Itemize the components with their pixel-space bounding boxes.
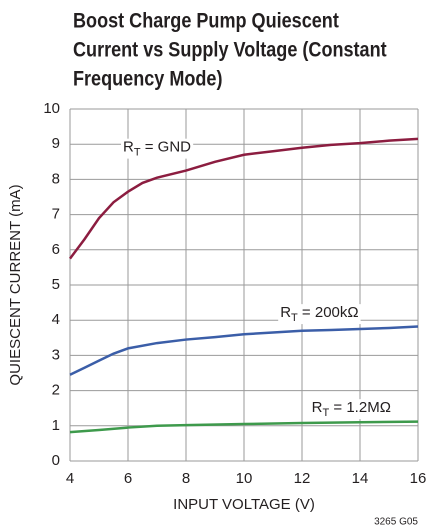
y-tick-label: 0 [52, 452, 60, 469]
y-tick-label: 6 [52, 241, 60, 258]
chart-title: Boost Charge Pump Quiescent Current vs Su… [73, 9, 387, 91]
y-tick-label: 5 [52, 276, 60, 293]
label-background [309, 399, 393, 420]
label-background [120, 138, 194, 159]
y-tick-label: 9 [52, 135, 60, 152]
figure-note: 3265 G05 [374, 517, 418, 528]
x-tick-label: 14 [352, 470, 369, 487]
y-tick-label: 4 [52, 311, 60, 328]
y-axis-label: QUIESCENT CURRENT (mA) [7, 184, 24, 385]
title-line: Current vs Supply Voltage (Constant [73, 38, 387, 62]
y-tick-label: 1 [52, 417, 60, 434]
title-line: Frequency Mode) [73, 67, 222, 91]
x-tick-label: 10 [236, 470, 253, 487]
x-tick-label: 6 [124, 470, 132, 487]
x-tick-label: 4 [66, 470, 74, 487]
series-line [69, 420, 419, 434]
label-background [278, 304, 361, 325]
series-line [68, 137, 419, 260]
y-tick-label: 10 [43, 100, 60, 117]
x-axis-label: INPUT VOLTAGE (V) [173, 496, 315, 513]
series-label: RT = 200kΩ [280, 304, 358, 324]
y-tick-label: 8 [52, 170, 60, 187]
title-line: Boost Charge Pump Quiescent [73, 9, 339, 33]
series-label: RT = 1.2MΩ [312, 399, 391, 419]
y-tick-label: 2 [52, 382, 60, 399]
y-tick-label: 3 [52, 346, 60, 363]
x-tick-label: 8 [182, 470, 190, 487]
x-tick-label: 16 [410, 470, 427, 487]
series-line [69, 325, 419, 376]
series-label: RT = GND [123, 139, 191, 159]
x-tick-label: 12 [294, 470, 311, 487]
y-tick-label: 7 [52, 206, 60, 223]
